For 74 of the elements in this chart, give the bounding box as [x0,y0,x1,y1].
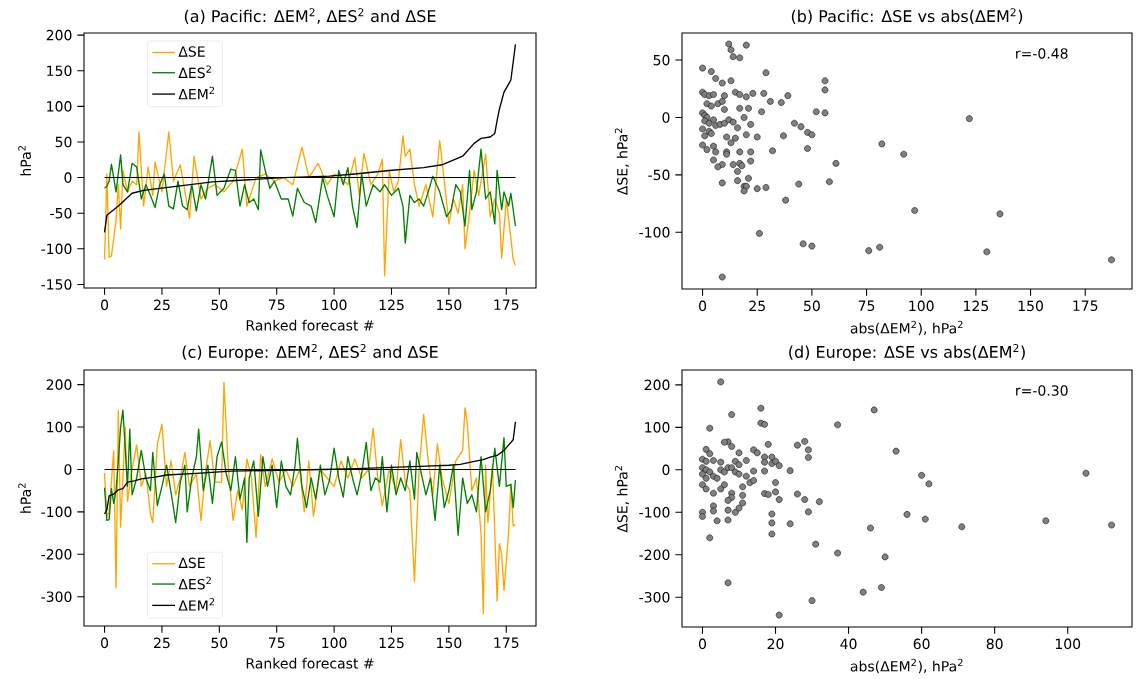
y-tick-label: 200 [46,379,72,390]
y-tick-label: 100 [47,101,72,112]
x-axis-title: abs(ΔEM$^{2}$), hPa$^{2}$ [850,658,963,674]
legend-label: ΔES$^{2}$ [178,576,211,590]
y-tick-label: -50 [50,207,72,219]
y-tick-label: -100 [41,243,72,255]
x-tick-label: 40 [840,638,857,650]
x-tick-label: 0 [698,638,706,650]
chart-title: (a) Pacific: ΔEM$^{2}$, ΔES$^{2}$ and ΔSE [184,8,436,25]
legend-label: ΔEM$^{2}$ [178,598,215,611]
x-tick-label: 25 [154,299,170,311]
x-axis-title: Ranked forecast # [246,319,374,331]
y-tick-label: 200 [644,379,670,391]
y-axis-title: ΔSE, hPa$^{2}$ [614,128,630,196]
x-tick-label: 100 [1055,638,1081,650]
x-tick-label: 125 [964,300,989,312]
x-tick-label: 50 [804,300,820,312]
x-tick-label: 125 [379,637,404,649]
y-tick-label: -50 [648,169,670,181]
x-tick-label: 175 [494,637,519,648]
x-tick-label: 50 [211,637,228,649]
legend-label: ΔES$^{2}$ [178,65,211,79]
y-tick-label: 100 [47,421,72,433]
x-tick-label: 0 [101,299,109,311]
y-tick-label: 0 [662,112,670,123]
y-tick-label: -100 [639,507,670,518]
chart-title: (d) Europe: ΔSE vs abs(ΔEM$^{2}$) [789,344,1025,362]
y-tick-label: -100 [639,226,670,238]
x-tick-label: 75 [268,637,285,648]
x-tick-label: 80 [986,638,1003,650]
x-axis-title: Ranked forecast # [246,657,374,669]
y-axis-title: ΔSE, hPa$^{2}$ [614,465,630,533]
x-tick-label: 100 [322,299,347,311]
y-tick-label: 150 [47,65,72,77]
x-tick-label: 150 [437,637,462,649]
y-tick-label: -100 [41,506,72,518]
x-tick-label: 125 [379,299,404,311]
x-axis-title: abs(ΔEM$^{2}$), hPa$^{2}$ [850,320,963,336]
annotation: r=-0.30 [1016,385,1068,396]
y-tick-label: -150 [41,279,72,290]
x-tick-label: 75 [268,299,285,310]
x-tick-label: 25 [154,637,170,649]
x-tick-label: 175 [1073,300,1098,311]
y-tick-label: 50 [55,136,72,148]
x-tick-label: 100 [909,300,934,312]
y-tick-label: 0 [64,464,72,475]
x-tick-label: 100 [322,637,347,649]
y-tick-label: -300 [639,591,670,603]
y-tick-label: -200 [639,549,670,561]
x-tick-label: 25 [749,300,765,312]
x-tick-label: 60 [913,638,930,650]
y-tick-label: -200 [41,549,72,560]
legend-label: ΔSE [178,557,205,569]
y-axis-title: hPa$^{2}$ [18,483,32,513]
y-tick-label: -300 [41,591,72,603]
y-tick-label: 100 [645,422,670,433]
y-tick-label: 50 [653,54,670,66]
x-tick-label: 20 [767,638,784,650]
y-tick-label: 200 [46,29,72,41]
chart-title: (b) Pacific: ΔSE vs abs(ΔEM$^{2}$) [791,8,1023,25]
annotation: r=-0.48 [1016,48,1068,59]
y-tick-label: 0 [64,172,72,183]
x-tick-label: 150 [1018,300,1043,312]
x-tick-label: 150 [437,299,462,311]
x-tick-label: 0 [101,637,109,649]
y-axis-title: hPa$^{2}$ [18,146,32,176]
x-tick-label: 175 [494,299,519,310]
x-tick-label: 75 [858,300,875,311]
x-tick-label: 0 [699,300,707,312]
legend-label: ΔSE [178,46,205,57]
y-tick-label: 0 [662,464,670,476]
x-tick-label: 50 [211,299,228,311]
chart-title: (c) Europe: ΔEM$^{2}$, ΔES$^{2}$ and ΔSE [182,344,438,362]
legend-label: ΔEM$^{2}$ [178,86,215,100]
